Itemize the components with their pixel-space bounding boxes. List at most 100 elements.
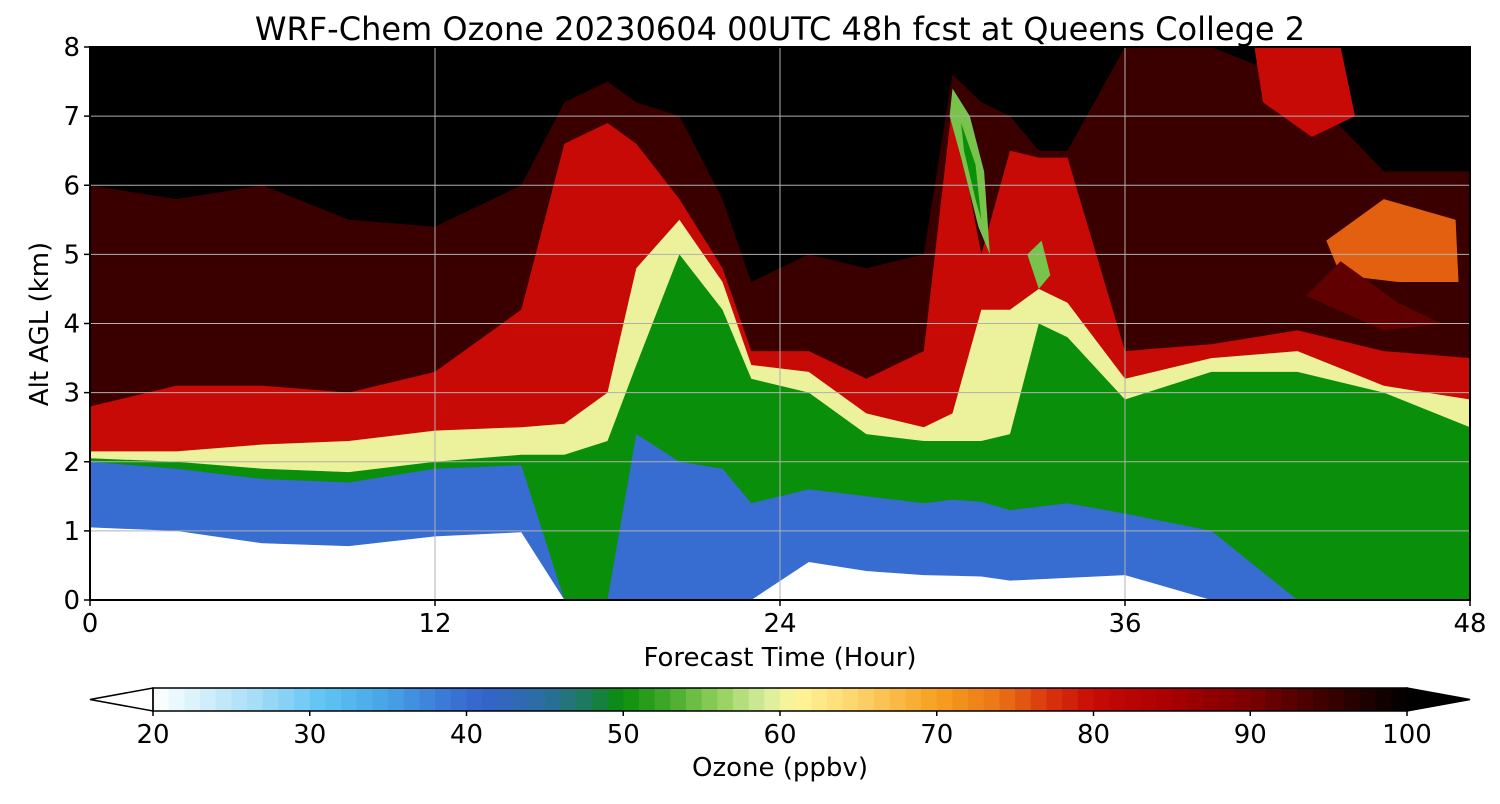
y-tick-label: 4 — [63, 310, 80, 340]
colorbar-step — [1156, 688, 1173, 711]
colorbar-step — [278, 688, 295, 711]
colorbar-step — [1046, 688, 1063, 711]
colorbar-step — [858, 688, 875, 711]
colorbar-step — [685, 688, 703, 711]
colorbar-step — [952, 688, 969, 711]
colorbar-step — [591, 688, 609, 711]
colorbar-step — [215, 688, 232, 711]
colorbar-step — [701, 688, 718, 711]
colorbar-step — [623, 688, 640, 711]
x-tick-label: 24 — [763, 609, 796, 639]
colorbar-step — [466, 688, 483, 711]
colorbar: 20 30 40 50 60 70 80 90 100 — [89, 687, 1471, 750]
colorbar-step — [1093, 688, 1110, 711]
colorbar-step — [732, 688, 750, 711]
y-axis: 0 1 2 3 4 5 6 7 8 — [63, 33, 90, 616]
colorbar-step — [999, 688, 1016, 711]
field-patch-3 — [1326, 199, 1459, 282]
colorbar-label: Ozone (ppbv) — [692, 753, 868, 783]
field-patch-1 — [961, 123, 982, 220]
colorbar-step — [1015, 688, 1032, 711]
colorbar-step — [1171, 688, 1189, 711]
colorbar-step — [1203, 688, 1220, 711]
colorbar-step — [247, 688, 264, 711]
colorbar-step — [607, 688, 624, 711]
colorbar-step — [435, 688, 452, 711]
y-tick-label: 7 — [63, 102, 80, 132]
colorbar-step — [874, 688, 891, 711]
colorbar-step — [1281, 688, 1298, 711]
colorbar-step — [1359, 688, 1377, 711]
colorbar-extend-low — [89, 687, 154, 712]
y-tick-label: 2 — [63, 448, 80, 478]
y-tick-label: 5 — [63, 240, 80, 270]
colorbar-step — [309, 688, 327, 711]
x-tick-label: 0 — [82, 609, 99, 639]
colorbar-extend-high — [1406, 687, 1471, 712]
colorbar-step — [1062, 688, 1079, 711]
y-tick-label: 6 — [63, 171, 80, 201]
colorbar-tick-label: 50 — [607, 720, 640, 750]
colorbar-step — [1218, 688, 1236, 711]
colorbar-step — [262, 688, 279, 711]
colorbar-tick-label: 100 — [1382, 720, 1432, 750]
colorbar-step — [419, 688, 436, 711]
colorbar-step — [153, 688, 170, 711]
colorbar-step — [388, 688, 405, 711]
colorbar-step — [795, 688, 812, 711]
x-axis: 0 12 24 36 48 — [82, 600, 1487, 639]
colorbar-step — [811, 688, 828, 711]
colorbar-step — [1124, 688, 1142, 711]
colorbar-step — [482, 688, 499, 711]
colorbar-step — [1187, 688, 1204, 711]
colorbar-step — [748, 688, 765, 711]
colorbar-tick-label: 30 — [293, 720, 326, 750]
colorbar-step — [1391, 688, 1408, 711]
colorbar-step — [1250, 688, 1267, 711]
colorbar-step — [764, 688, 781, 711]
colorbar-step — [231, 688, 248, 711]
colorbar-step — [1344, 688, 1361, 711]
y-axis-label: Alt AGL (km) — [25, 242, 55, 406]
colorbar-step — [184, 688, 201, 711]
colorbar-step — [1265, 688, 1283, 711]
colorbar-step — [168, 688, 185, 711]
y-tick-label: 1 — [63, 517, 80, 547]
colorbar-step — [889, 688, 906, 711]
y-tick-label: 8 — [63, 33, 80, 63]
colorbar-step — [294, 688, 311, 711]
colorbar-step — [341, 688, 358, 711]
colorbar-step — [1140, 688, 1157, 711]
colorbar-step — [983, 688, 1001, 711]
field-patch-5 — [1254, 47, 1355, 137]
colorbar-step — [1077, 688, 1095, 711]
colorbar-step — [372, 688, 389, 711]
x-tick-label: 12 — [418, 609, 451, 639]
colorbar-step — [200, 688, 217, 711]
colorbar-tick-label: 90 — [1234, 720, 1267, 750]
colorbar-step — [780, 688, 797, 711]
colorbar-step — [356, 688, 374, 711]
colorbar-step — [936, 688, 954, 711]
x-axis-label: Forecast Time (Hour) — [643, 643, 916, 673]
colorbar-tick-label: 40 — [450, 720, 483, 750]
colorbar-step — [670, 688, 687, 711]
colorbar-tick-label: 70 — [920, 720, 953, 750]
colorbar-tick-label: 60 — [763, 720, 796, 750]
colorbar-step — [638, 688, 656, 711]
colorbar-step — [544, 688, 562, 711]
y-tick-label: 0 — [63, 586, 80, 616]
chart-title: WRF-Chem Ozone 20230604 00UTC 48h fcst a… — [255, 10, 1305, 48]
colorbar-step — [576, 688, 593, 711]
colorbar-step — [905, 688, 922, 711]
colorbar-step — [1312, 688, 1330, 711]
colorbar-step — [560, 688, 577, 711]
grid-lines — [90, 47, 1470, 600]
colorbar-step — [450, 688, 468, 711]
colorbar-step — [827, 688, 844, 711]
colorbar-step — [968, 688, 985, 711]
colorbar-step — [513, 688, 530, 711]
x-tick-label: 48 — [1453, 609, 1486, 639]
